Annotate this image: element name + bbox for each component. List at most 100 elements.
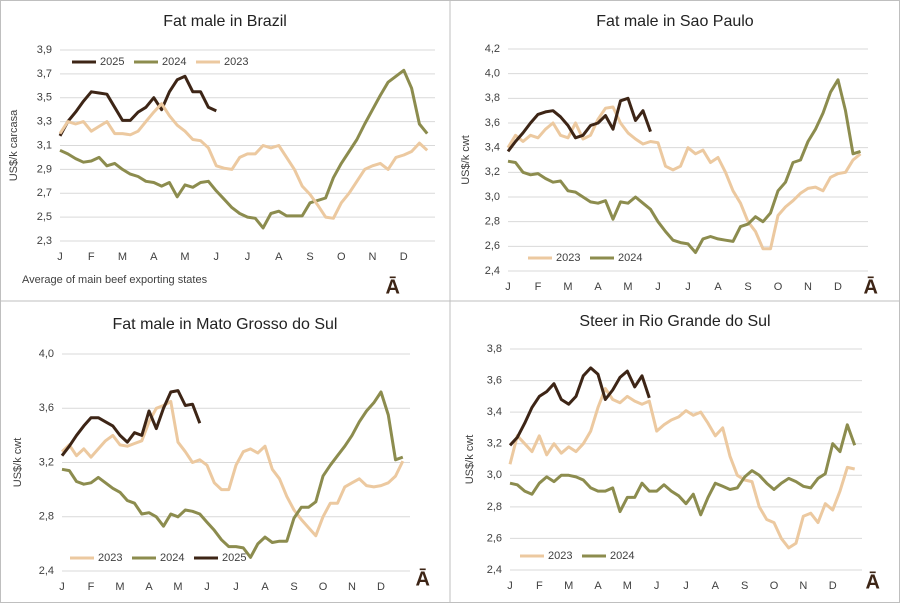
y-tick-label: 3,6 — [39, 402, 54, 414]
line-series — [506, 96, 652, 153]
x-tick-label: A — [145, 581, 153, 593]
y-tick-label: 4,2 — [485, 43, 500, 55]
line-series — [507, 78, 861, 254]
x-tick-label: N — [799, 580, 807, 592]
x-tick-label: J — [505, 281, 511, 293]
x-tick-label: J — [655, 281, 661, 293]
line-series — [508, 366, 651, 447]
x-tick-label: M — [118, 251, 127, 263]
y-axis-label: US$/k cwt — [12, 438, 24, 488]
y-axis-label: US$/k carcasa — [8, 109, 20, 181]
x-tick-label: D — [829, 580, 837, 592]
y-tick-label: 2,8 — [39, 511, 54, 523]
logo: Ā — [386, 276, 400, 298]
x-tick-label: J — [683, 580, 689, 592]
x-tick-label: M — [563, 281, 572, 293]
line-series — [509, 423, 857, 517]
x-tick-label: D — [377, 581, 385, 593]
chart-title: Fat male in Mato Grosso do Sul — [113, 316, 338, 333]
x-tick-label: F — [535, 281, 542, 293]
legend-label: 2024 — [160, 552, 184, 564]
x-tick-label: A — [594, 281, 602, 293]
x-tick-label: N — [369, 251, 377, 263]
y-tick-label: 3,0 — [485, 191, 500, 203]
legend-label: 2025 — [100, 56, 124, 68]
x-tick-label: A — [594, 580, 602, 592]
x-tick-label: O — [337, 251, 346, 263]
x-tick-label: J — [204, 581, 210, 593]
x-tick-label: J — [685, 281, 691, 293]
y-tick-label: 4,0 — [39, 348, 54, 360]
x-tick-label: J — [57, 251, 63, 263]
line-series — [58, 74, 217, 137]
annotation: Average of main beef exporting states — [22, 274, 208, 286]
legend-label: 2023 — [224, 56, 248, 68]
y-tick-label: 3,3 — [37, 116, 52, 128]
x-tick-label: N — [804, 281, 812, 293]
x-tick-label: S — [744, 281, 751, 293]
line-series — [58, 102, 429, 220]
y-tick-label: 2,6 — [485, 240, 500, 252]
y-tick-label: 3,0 — [487, 469, 502, 481]
y-tick-label: 3,7 — [37, 68, 52, 80]
line-series — [60, 389, 202, 457]
y-tick-label: 2,6 — [487, 532, 502, 544]
x-tick-label: M — [564, 580, 573, 592]
x-tick-label: J — [59, 581, 65, 593]
x-tick-label: A — [714, 281, 722, 293]
logo: Ā — [866, 571, 880, 593]
x-tick-label: M — [623, 580, 632, 592]
y-axis-label: US$/k cwt — [460, 135, 472, 185]
x-tick-label: J — [507, 580, 513, 592]
y-tick-label: 3,8 — [487, 343, 502, 355]
x-tick-label: J — [654, 580, 660, 592]
x-tick-label: A — [261, 581, 269, 593]
y-tick-label: 3,2 — [39, 456, 54, 468]
y-tick-label: 2,3 — [37, 235, 52, 247]
legend-label: 2023 — [556, 252, 580, 264]
x-tick-label: J — [233, 581, 239, 593]
y-tick-label: 3,4 — [487, 406, 502, 418]
y-tick-label: 3,2 — [487, 438, 502, 450]
legend-label: 2024 — [610, 550, 634, 562]
y-tick-label: 3,6 — [487, 374, 502, 386]
x-tick-label: J — [245, 251, 251, 263]
logo: Ā — [416, 568, 430, 590]
x-tick-label: D — [400, 251, 408, 263]
x-tick-label: A — [712, 580, 720, 592]
x-tick-label: A — [275, 251, 283, 263]
legend-label: 2025 — [222, 552, 246, 564]
x-tick-label: F — [536, 580, 543, 592]
y-tick-label: 2,4 — [485, 265, 500, 277]
legend-label: 2024 — [162, 56, 186, 68]
line-series — [506, 105, 862, 251]
y-tick-label: 4,0 — [485, 68, 500, 80]
y-tick-label: 2,4 — [487, 564, 502, 576]
legend-label: 2023 — [98, 552, 122, 564]
legend-label: 2023 — [548, 550, 572, 562]
x-tick-label: O — [774, 281, 783, 293]
line-series — [59, 68, 429, 230]
y-tick-label: 2,9 — [37, 163, 52, 175]
y-tick-label: 3,2 — [485, 166, 500, 178]
x-tick-label: N — [348, 581, 356, 593]
x-tick-label: O — [770, 580, 779, 592]
chart-title: Fat male in Brazil — [163, 13, 287, 30]
x-tick-label: D — [834, 281, 842, 293]
y-tick-label: 2,7 — [37, 187, 52, 199]
y-tick-label: 2,8 — [485, 216, 500, 228]
x-tick-label: F — [88, 251, 95, 263]
y-tick-label: 3,6 — [485, 117, 500, 129]
chart-title: Fat male in Sao Paulo — [596, 13, 754, 30]
x-tick-label: M — [115, 581, 124, 593]
line-series — [60, 400, 405, 538]
logo: Ā — [864, 276, 878, 298]
y-tick-label: 2,8 — [487, 501, 502, 513]
x-tick-label: S — [741, 580, 748, 592]
x-tick-label: F — [88, 581, 95, 593]
x-tick-label: M — [173, 581, 182, 593]
y-axis-label: US$/k cwt — [464, 435, 476, 485]
y-tick-label: 3,1 — [37, 139, 52, 151]
y-tick-label: 3,5 — [37, 92, 52, 104]
